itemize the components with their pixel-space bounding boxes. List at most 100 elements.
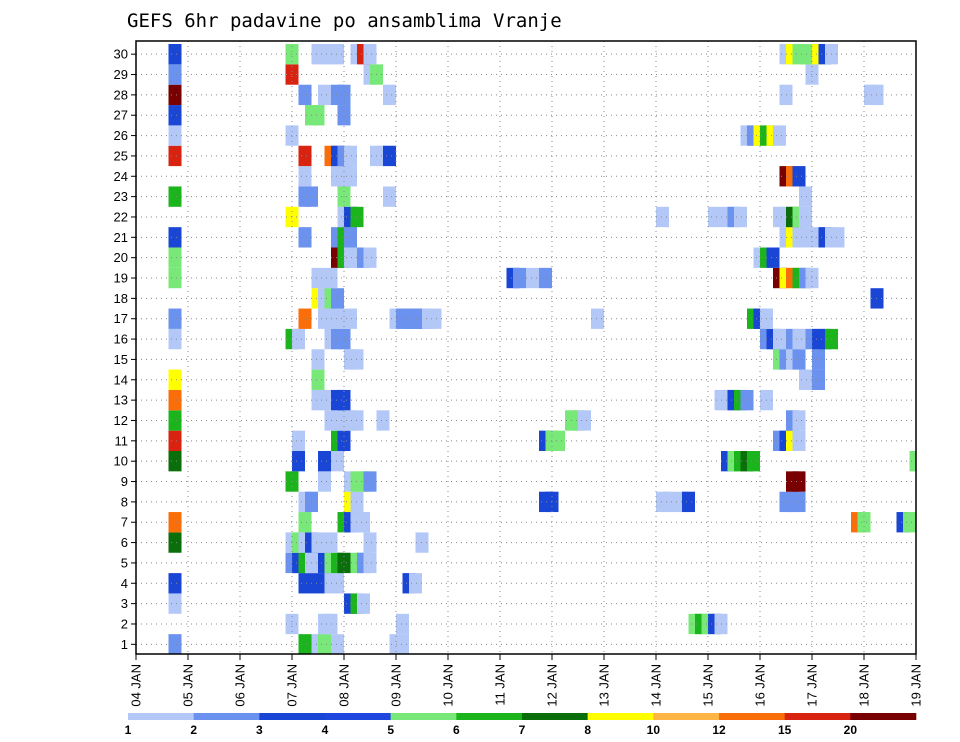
cell-member-7 <box>857 512 871 533</box>
cell-member-7 <box>357 512 370 533</box>
x-tick-label: 10 JAN <box>441 664 456 707</box>
cell-member-3 <box>168 593 182 614</box>
cell-member-7 <box>168 512 182 533</box>
cell-member-12 <box>792 410 806 431</box>
colorbar-segment <box>653 713 720 720</box>
colorbar-segment <box>719 713 785 720</box>
cell-member-10 <box>331 451 344 472</box>
cell-member-26 <box>773 125 786 146</box>
cell-member-12 <box>168 410 182 431</box>
x-tick-label: 07 JAN <box>285 664 300 707</box>
cell-member-26 <box>168 125 182 146</box>
cell-member-10 <box>909 451 916 472</box>
cell-member-30 <box>168 44 182 65</box>
cell-member-11 <box>792 430 806 451</box>
cell-member-25 <box>298 145 312 167</box>
x-tick-label: 18 JAN <box>857 664 872 707</box>
axes: 1234567891011121314151617181920212223242… <box>114 40 924 707</box>
colorbar-segment <box>193 713 260 720</box>
y-tick-label: 4 <box>121 576 128 591</box>
cell-member-16 <box>168 328 182 350</box>
cell-member-11 <box>168 430 182 451</box>
cell-member-8 <box>662 491 676 513</box>
grid-lines <box>136 41 916 654</box>
cell-member-28 <box>383 84 396 106</box>
x-tick-label: 04 JAN <box>129 664 144 707</box>
y-tick-label: 24 <box>114 169 128 184</box>
cell-member-20 <box>766 247 780 268</box>
cell-member-9 <box>318 471 331 492</box>
cell-member-6 <box>363 532 377 553</box>
cell-member-22 <box>656 206 669 228</box>
colorbar-label: 8 <box>584 723 591 737</box>
colorbar-label: 1 <box>125 723 132 737</box>
cell-member-29 <box>168 64 182 85</box>
colorbar: 1 2 3 4 5 6 7 8 10 12 15 20 <box>125 713 917 737</box>
x-tick-label: 13 JAN <box>597 664 612 707</box>
cell-member-27 <box>337 105 351 126</box>
colorbar-label: 3 <box>256 723 263 737</box>
x-tick-label: 17 JAN <box>805 664 820 707</box>
cell-member-9 <box>792 471 806 492</box>
cell-member-13 <box>318 389 331 411</box>
y-tick-label: 19 <box>114 271 128 286</box>
x-tick-label: 15 JAN <box>701 664 716 707</box>
y-tick-label: 1 <box>121 637 128 652</box>
cell-member-16 <box>337 328 351 350</box>
colorbar-segment <box>784 713 851 720</box>
cell-member-23 <box>383 186 396 207</box>
cell-member-6 <box>168 532 182 553</box>
cell-member-22 <box>799 206 812 228</box>
cell-member-19 <box>526 267 539 289</box>
cell-member-25 <box>383 145 396 167</box>
cell-member-2 <box>396 613 409 635</box>
colorbar-label: 4 <box>322 723 329 737</box>
cell-member-22 <box>734 206 747 228</box>
y-tick-label: 2 <box>121 616 128 631</box>
colorbar-label: 5 <box>387 723 394 737</box>
cell-member-1 <box>168 634 182 655</box>
cell-member-17 <box>298 308 312 329</box>
cell-member-1 <box>298 634 312 655</box>
heatmap-cells <box>168 44 916 655</box>
colorbar-label: 12 <box>712 723 726 737</box>
y-tick-label: 16 <box>114 332 128 347</box>
cell-member-20 <box>168 247 182 268</box>
y-tick-label: 9 <box>121 474 128 489</box>
y-tick-label: 27 <box>114 108 128 123</box>
cell-member-17 <box>344 308 357 329</box>
cell-member-28 <box>298 84 312 106</box>
cell-member-5 <box>363 552 377 574</box>
cell-member-21 <box>168 227 182 248</box>
y-tick-label: 15 <box>114 352 128 367</box>
cell-member-8 <box>792 491 806 513</box>
y-tick-label: 14 <box>114 372 128 387</box>
cell-member-10 <box>318 451 331 472</box>
cell-member-17 <box>428 308 442 329</box>
y-tick-label: 6 <box>121 535 128 550</box>
y-tick-label: 7 <box>121 515 128 530</box>
x-tick-label: 08 JAN <box>337 664 352 707</box>
cell-member-28 <box>337 84 351 106</box>
x-tick-label: 12 JAN <box>545 664 560 707</box>
cell-member-9 <box>363 471 377 492</box>
cell-member-23 <box>168 186 182 207</box>
cell-member-15 <box>311 349 325 370</box>
y-tick-label: 5 <box>121 555 128 570</box>
cell-member-20 <box>363 247 377 268</box>
cell-member-13 <box>168 389 182 411</box>
colorbar-segment <box>850 713 917 720</box>
colorbar-segment <box>522 713 588 720</box>
cell-member-17 <box>168 308 182 329</box>
cell-member-10 <box>747 451 760 472</box>
cell-member-4 <box>409 573 422 594</box>
cell-member-5 <box>337 552 351 574</box>
cell-member-13 <box>337 389 351 411</box>
cell-member-12 <box>376 410 390 431</box>
cell-member-24 <box>344 166 357 187</box>
x-tick-label: 14 JAN <box>649 664 664 707</box>
cell-member-4 <box>168 573 182 594</box>
cell-member-22 <box>708 206 721 228</box>
cell-member-27 <box>311 105 325 126</box>
